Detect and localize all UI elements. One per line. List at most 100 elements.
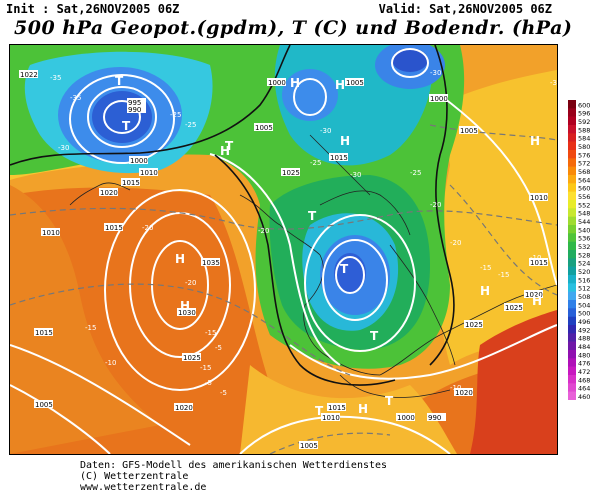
legend-swatch [568, 141, 576, 151]
temperature-label: -30 [58, 144, 69, 152]
cold-pool-north-blue [282, 69, 338, 121]
pressure-label: 1005 [459, 126, 478, 135]
pressure-label: 1025 [504, 303, 523, 312]
temperature-line-east [429, 45, 455, 366]
temperature-label: -10 [450, 384, 461, 392]
legend-label: 488 [578, 335, 590, 343]
legend-swatch [568, 191, 576, 201]
svg-text:1015: 1015 [122, 179, 140, 187]
svg-text:1030: 1030 [178, 309, 196, 317]
pressure-label: 1000 [129, 156, 148, 165]
legend-swatch [568, 316, 576, 326]
valid-time: Valid: Sat,26NOV2005 06Z [378, 2, 552, 16]
svg-text:1005: 1005 [35, 401, 53, 409]
low-pressure-center: T [370, 329, 379, 343]
legend-label: 500 [578, 310, 590, 318]
svg-text:1015: 1015 [328, 404, 346, 412]
low-pressure-center: T [385, 394, 394, 408]
legend-swatch [568, 175, 576, 184]
low-pressure-center: T [225, 139, 234, 153]
svg-text:1000: 1000 [130, 157, 148, 165]
temperature-label: -30 [430, 69, 441, 77]
legend-swatch [568, 291, 576, 301]
temperature-label: -30 [350, 171, 361, 179]
svg-text:1035: 1035 [202, 259, 220, 267]
pressure-label: 1010 [529, 193, 548, 202]
legend-label: 540 [578, 226, 590, 234]
pressure-label: 1015 [121, 178, 140, 187]
legend-swatch [568, 341, 576, 351]
temp-label-layer: -35-35-30-25-25-20-20-15-15-10-5-5-5-15-… [50, 69, 557, 397]
svg-text:990: 990 [128, 106, 141, 114]
init-time: Init : Sat,26NOV2005 06Z [6, 2, 180, 16]
legend-label: 476 [578, 360, 590, 368]
temperature-label: -20 [430, 201, 441, 209]
low-pressure-center: T [115, 74, 124, 88]
legend-swatch [568, 358, 576, 367]
legend-swatch [568, 125, 576, 134]
low-pressure-center: T [122, 119, 131, 133]
temperature-label: -15 [85, 324, 96, 332]
credit-source: Daten: GFS-Modell des amerikanischen Wet… [80, 460, 388, 471]
legend-label: 484 [578, 343, 590, 351]
legend-label: 508 [578, 293, 590, 301]
legend-label: 464 [578, 385, 590, 393]
svg-text:1022: 1022 [20, 71, 38, 79]
pressure-label: 1000 [267, 78, 286, 87]
high-pressure-center: H [290, 76, 300, 90]
pressure-label: 1020 [99, 188, 118, 197]
low-pressure-center: T [340, 262, 349, 276]
legend-swatch [568, 391, 576, 400]
temperature-label: -15 [498, 271, 509, 279]
svg-text:990: 990 [428, 414, 441, 422]
temperature-label: -25 [410, 169, 421, 177]
legend-label: 552 [578, 201, 590, 209]
pressure-label: 1000 [396, 413, 415, 422]
color-legend: 6005965925885845805765725685645605565525… [568, 100, 590, 400]
high-pressure-center: H [175, 252, 185, 266]
pressure-label: 1005 [34, 400, 53, 409]
pressure-label: 1020 [524, 290, 543, 299]
legend-swatch [568, 241, 576, 251]
legend-swatch [568, 250, 576, 259]
temperature-label: -15 [205, 329, 216, 337]
svg-text:1020: 1020 [100, 189, 118, 197]
pressure-label: 1015 [34, 328, 53, 337]
temperature-label: -25 [170, 111, 181, 119]
yellow-band-south [240, 365, 457, 454]
svg-text:1025: 1025 [183, 354, 201, 362]
svg-text:1015: 1015 [105, 224, 123, 232]
low-pressure-center: T [315, 404, 324, 418]
legend-label: 588 [578, 126, 590, 134]
temperature-label: -25 [185, 121, 196, 129]
temperature-label: -10 [530, 254, 541, 262]
temperature-label: -20 [142, 224, 153, 232]
legend-label: 568 [578, 168, 590, 176]
svg-text:1005: 1005 [255, 124, 273, 132]
legend-layer: 6005965925885845805765725685645605565525… [568, 100, 590, 400]
legend-swatch [568, 158, 576, 167]
temperature-label: -5 [220, 389, 227, 397]
high-pressure-center: H [480, 284, 490, 298]
legend-swatch [568, 375, 576, 384]
legend-swatch [568, 350, 576, 359]
pressure-label: 1015 [104, 223, 123, 232]
legend-label: 468 [578, 376, 590, 384]
legend-label: 576 [578, 151, 590, 159]
svg-text:1020: 1020 [525, 291, 543, 299]
legend-swatch [568, 225, 576, 234]
legend-swatch [568, 116, 576, 126]
svg-text:1020: 1020 [455, 389, 473, 397]
credit-website[interactable]: www.wetterzentrale.de [80, 482, 207, 493]
temperature-label: -15 [200, 364, 211, 372]
legend-swatch [568, 283, 576, 292]
legend-label: 592 [578, 118, 590, 126]
high-pressure-center: H [335, 78, 345, 92]
legend-label: 536 [578, 235, 590, 243]
temperature-label: -25 [310, 159, 321, 167]
temperature-label: -20 [450, 239, 461, 247]
temperature-label: -5 [205, 379, 212, 387]
svg-text:995: 995 [128, 99, 141, 107]
legend-swatch [568, 233, 576, 242]
